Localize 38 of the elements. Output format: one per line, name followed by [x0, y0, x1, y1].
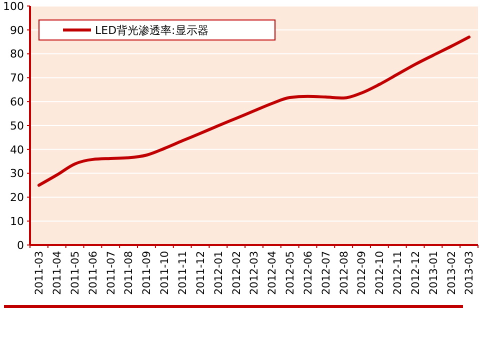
y-tick-label: 50: [10, 119, 24, 132]
x-tick-label: 2011-04: [52, 250, 64, 295]
x-tick-label: 2012-12: [410, 251, 422, 295]
x-tick-label: 2012-10: [374, 251, 386, 295]
x-tick-label: 2011-06: [87, 250, 100, 295]
x-tick-label: 2012-03: [248, 251, 261, 295]
y-tick-label: 20: [10, 191, 24, 204]
y-tick-label: 10: [10, 214, 24, 228]
x-tick-label: 2011-09: [141, 251, 154, 295]
x-tick-label: 2011-07: [105, 251, 118, 295]
x-tick-label: 2012-04: [266, 250, 279, 295]
legend-label: LED背光渗透率:显示器: [95, 24, 208, 37]
x-tick-label: 2012-08: [338, 251, 350, 295]
y-tick-label: 60: [10, 95, 24, 108]
y-tick-label: 80: [10, 48, 24, 61]
line-series: [37, 36, 471, 187]
y-tick-label: 30: [10, 167, 24, 180]
x-tick-label: 2012-02: [230, 251, 243, 295]
x-tick-label: 2012-09: [356, 251, 368, 295]
x-tick-label: 2012-06: [302, 250, 314, 295]
x-tick-label: 2011-08: [123, 251, 136, 295]
x-tick-label: 2012-11: [392, 251, 404, 295]
x-tick-label: 2012-01: [212, 251, 225, 295]
x-tick-label: 2012-07: [320, 251, 332, 295]
y-tick-label: 0: [17, 238, 24, 252]
x-tick-label: 2011-10: [159, 251, 172, 295]
y-tick-label: 40: [10, 143, 24, 156]
x-tick-label: 2011-11: [176, 251, 189, 295]
x-tick-label: 2013-03: [464, 251, 476, 295]
x-tick-label: 2011-05: [69, 251, 82, 295]
x-tick-label: 2011-03: [34, 251, 46, 295]
y-tick-label: 90: [10, 24, 24, 37]
x-tick-label: 2013-01: [428, 251, 440, 295]
y-tick-label: 100: [3, 0, 24, 13]
x-tick-label: 2012-05: [284, 251, 297, 295]
y-tick-label: 70: [10, 72, 24, 85]
x-tick-label: 2011-12: [194, 251, 207, 295]
x-tick-label: 2013-02: [446, 251, 458, 295]
